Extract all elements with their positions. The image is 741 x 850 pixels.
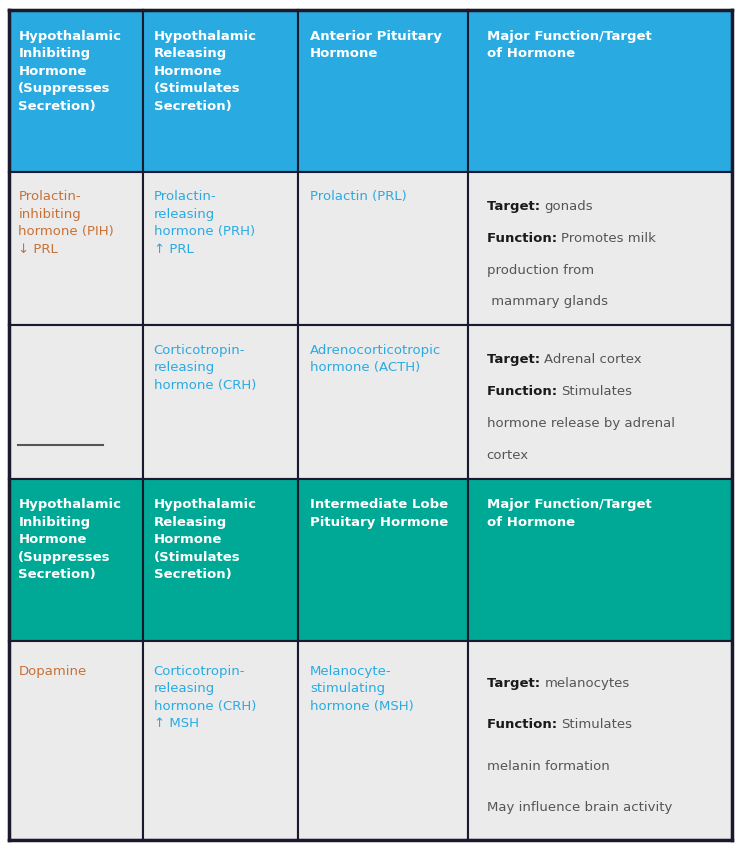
Text: Anterior Pituitary
Hormone: Anterior Pituitary Hormone	[310, 30, 442, 60]
Text: Function:: Function:	[487, 385, 562, 399]
Text: Adrenal cortex: Adrenal cortex	[545, 354, 642, 366]
Text: Hypothalamic
Inhibiting
Hormone
(Suppresses
Secretion): Hypothalamic Inhibiting Hormone (Suppres…	[19, 498, 122, 581]
Text: Target:: Target:	[487, 354, 545, 366]
Text: Corticotropin-
releasing
hormone (CRH): Corticotropin- releasing hormone (CRH)	[153, 344, 256, 392]
Text: Function:: Function:	[487, 718, 562, 731]
Text: mammary glands: mammary glands	[487, 296, 608, 309]
Text: cortex: cortex	[487, 449, 529, 462]
Text: melanocytes: melanocytes	[545, 677, 630, 690]
Text: Promotes milk: Promotes milk	[562, 232, 657, 245]
Text: Target:: Target:	[487, 677, 545, 690]
Text: melanin formation: melanin formation	[487, 760, 609, 773]
Text: Major Function/Target
of Hormone: Major Function/Target of Hormone	[487, 498, 651, 529]
Text: Melanocyte-
stimulating
hormone (MSH): Melanocyte- stimulating hormone (MSH)	[310, 665, 413, 712]
Text: Prolactin (PRL): Prolactin (PRL)	[310, 190, 407, 203]
Text: Intermediate Lobe
Pituitary Hormone: Intermediate Lobe Pituitary Hormone	[310, 498, 448, 529]
Text: Hypothalamic
Releasing
Hormone
(Stimulates
Secretion): Hypothalamic Releasing Hormone (Stimulat…	[153, 30, 256, 112]
Text: Major Function/Target
of Hormone: Major Function/Target of Hormone	[487, 30, 651, 60]
Text: hormone release by adrenal: hormone release by adrenal	[487, 417, 674, 430]
Text: May influence brain activity: May influence brain activity	[487, 801, 672, 814]
Text: Stimulates: Stimulates	[562, 385, 632, 399]
Text: Function:: Function:	[487, 232, 562, 245]
Text: gonads: gonads	[545, 200, 593, 213]
Text: production from: production from	[487, 264, 594, 276]
Text: Prolactin-
releasing
hormone (PRH)
↑ PRL: Prolactin- releasing hormone (PRH) ↑ PRL	[153, 190, 255, 256]
Text: Target:: Target:	[487, 200, 545, 213]
Text: Hypothalamic
Releasing
Hormone
(Stimulates
Secretion): Hypothalamic Releasing Hormone (Stimulat…	[153, 498, 256, 581]
Text: Corticotropin-
releasing
hormone (CRH)
↑ MSH: Corticotropin- releasing hormone (CRH) ↑…	[153, 665, 256, 730]
Text: Hypothalamic
Inhibiting
Hormone
(Suppresses
Secretion): Hypothalamic Inhibiting Hormone (Suppres…	[19, 30, 122, 112]
Text: Prolactin-
inhibiting
hormone (PIH)
↓ PRL: Prolactin- inhibiting hormone (PIH) ↓ PR…	[19, 190, 114, 256]
Text: Dopamine: Dopamine	[19, 665, 87, 677]
Text: Stimulates: Stimulates	[562, 718, 632, 731]
Text: Adrenocorticotropic
hormone (ACTH): Adrenocorticotropic hormone (ACTH)	[310, 344, 442, 374]
